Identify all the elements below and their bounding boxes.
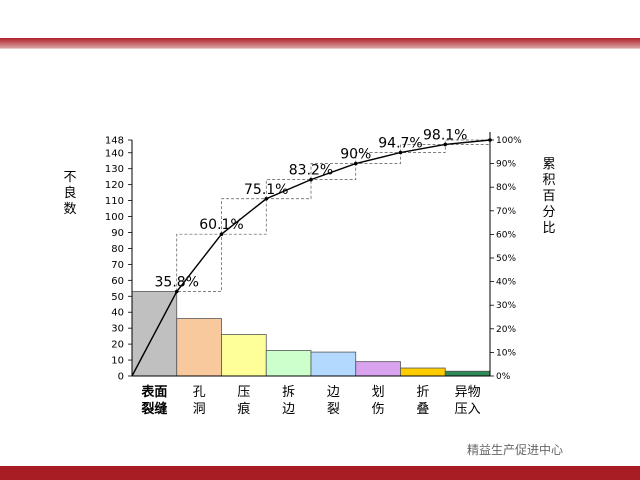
- y2-tick-label-0: 0%: [496, 372, 511, 382]
- cumulative-label-1: 60.1%: [199, 217, 243, 233]
- cumulative-label-3: 83.2%: [289, 163, 333, 179]
- y-tick-label-10: 100: [105, 212, 124, 223]
- y-tick-label-6: 60: [111, 276, 124, 287]
- y-tick-label-12: 120: [105, 180, 124, 191]
- x-tick-label-4-1: 裂: [327, 402, 340, 417]
- y-tick-label-3: 30: [111, 324, 124, 335]
- cumulative-label-2: 75.1%: [244, 182, 288, 198]
- cumulative-label-6: 98.1%: [423, 127, 467, 143]
- y-tick-label-15: 148: [105, 136, 124, 147]
- bar-1: [176, 318, 222, 377]
- cumulative-point-5: [398, 150, 403, 155]
- watermark-text: 精益生产促进中心: [467, 443, 564, 457]
- y-tick-label-14: 140: [105, 148, 124, 159]
- y-tick-label-13: 130: [105, 164, 124, 175]
- x-tick-label-1-0: 孔: [193, 385, 206, 400]
- bar-3: [265, 350, 312, 377]
- x-tick-label-6-0: 折: [416, 385, 429, 400]
- header-divider: [0, 48, 640, 49]
- bar-7: [444, 370, 491, 377]
- x-tick-label-2-0: 压: [237, 385, 250, 400]
- cumulative-point-1: [219, 232, 224, 236]
- bar-2: [221, 334, 267, 377]
- x-tick-label-3-0: 拆: [282, 385, 295, 400]
- y2-tick-label-4: 40%: [496, 278, 516, 288]
- cumulative-point-2: [264, 196, 269, 201]
- y-tick-label-4: 40: [111, 308, 124, 319]
- y2-tick-label-9: 90%: [496, 160, 516, 170]
- bar-6: [400, 367, 446, 377]
- y2-tick-label-7: 70%: [496, 207, 516, 217]
- y-tick-label-7: 70: [111, 260, 124, 271]
- y-tick-label-0: 0: [118, 372, 124, 383]
- x-tick-label-1-1: 洞: [193, 402, 206, 417]
- x-tick-label-6-1: 叠: [416, 402, 429, 417]
- y-tick-label-9: 90: [111, 228, 124, 239]
- x-tick-label-5-1: 伤: [372, 402, 385, 417]
- cumulative-point-4: [353, 161, 358, 166]
- cumulative-step-box-2: [265, 179, 312, 200]
- cumulative-label-0: 35.8%: [155, 275, 199, 291]
- y2-tick-label-5: 50%: [496, 254, 516, 264]
- cumulative-step-box-6: [444, 139, 491, 145]
- y2-axis-title: 累积百分比: [542, 157, 556, 236]
- x-tick-label-2-1: 痕: [237, 401, 250, 417]
- bar-4: [310, 351, 357, 377]
- x-tick-label-4-0: 边: [327, 385, 340, 400]
- cumulative-point-6: [443, 142, 448, 147]
- y-tick-label-1: 10: [111, 356, 124, 367]
- x-tick-label-0-0: 表面: [140, 384, 167, 400]
- y2-tick-label-6: 60%: [496, 230, 516, 240]
- y-tick-label-8: 80: [111, 244, 124, 255]
- y2-tick-label-8: 80%: [496, 183, 516, 193]
- y-tick-label-11: 110: [105, 196, 124, 207]
- header-band: [0, 38, 640, 48]
- cumulative-point-3: [309, 177, 313, 182]
- y2-tick-label-3: 30%: [496, 301, 516, 311]
- x-tick-label-0-1: 裂缝: [140, 401, 167, 417]
- y2-tick-label-10: 100%: [496, 136, 522, 146]
- cumulative-point-0: [174, 289, 179, 294]
- x-tick-label-5-0: 划: [372, 385, 385, 400]
- y2-tick-label-1: 10%: [496, 348, 516, 358]
- x-tick-label-7-1: 压入: [455, 402, 481, 417]
- bar-5: [355, 361, 401, 377]
- y-tick-label-5: 50: [111, 292, 124, 303]
- x-tick-label-3-1: 边: [282, 402, 295, 417]
- y-tick-label-2: 20: [111, 340, 124, 351]
- footer-band: [0, 466, 640, 480]
- cumulative-label-4: 90%: [340, 147, 371, 163]
- cumulative-label-5: 94.7%: [378, 136, 422, 152]
- y-axis-title: 不良数: [63, 170, 77, 217]
- cumulative-point-7: [488, 138, 492, 142]
- y2-tick-label-2: 20%: [496, 325, 516, 335]
- x-tick-label-7-0: 异物: [455, 385, 481, 400]
